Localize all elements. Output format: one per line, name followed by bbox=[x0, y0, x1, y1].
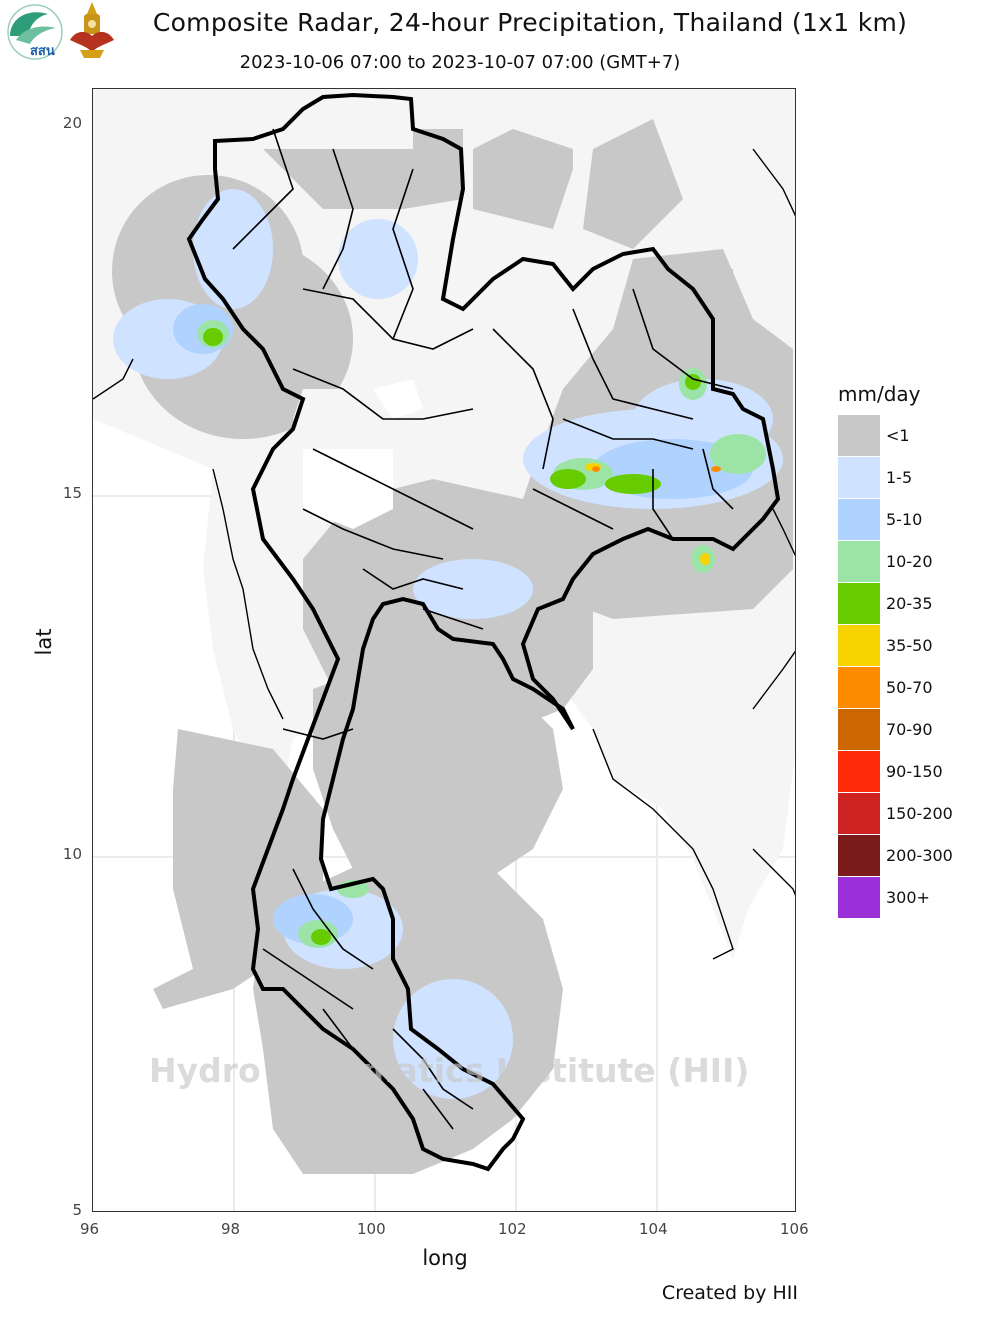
y-tick-15: 15 bbox=[62, 484, 82, 502]
radar-gaps bbox=[293, 379, 423, 529]
hii-logo-text: สสน bbox=[30, 44, 55, 59]
legend-swatch bbox=[838, 540, 880, 582]
legend-item: 200-300 bbox=[838, 834, 953, 876]
legend-item: 5-10 bbox=[838, 498, 922, 540]
legend-label: 90-150 bbox=[886, 761, 943, 781]
y-axis-label: lat bbox=[32, 628, 56, 656]
legend-item: 50-70 bbox=[838, 666, 933, 708]
legend-label: 20-35 bbox=[886, 593, 933, 613]
legend-label: 200-300 bbox=[886, 845, 953, 865]
legend-item: 10-20 bbox=[838, 540, 933, 582]
legend-item: <1 bbox=[838, 414, 910, 456]
legend-label: 5-10 bbox=[886, 509, 923, 529]
legend-title: mm/day bbox=[838, 382, 921, 406]
hii-logo bbox=[4, 2, 66, 66]
legend-swatch bbox=[838, 456, 880, 498]
y-tick-10: 10 bbox=[62, 845, 82, 863]
y-tick-20: 20 bbox=[62, 114, 82, 132]
legend-swatch bbox=[838, 834, 880, 876]
map-panel: Hydro Informatics Institute (HII) bbox=[92, 88, 796, 1212]
radar-map bbox=[93, 89, 795, 1211]
legend-swatch bbox=[838, 414, 880, 456]
x-axis-label: long bbox=[422, 1246, 468, 1270]
x-tick-98: 98 bbox=[221, 1220, 241, 1238]
credit-text: Created by HII bbox=[661, 1282, 798, 1304]
legend-label: <1 bbox=[886, 425, 910, 445]
royal-emblem-icon bbox=[64, 0, 120, 66]
legend-item: 300+ bbox=[838, 876, 930, 918]
chart-subtitle: 2023-10-06 07:00 to 2023-10-07 07:00 (GM… bbox=[239, 52, 681, 73]
x-tick-102: 102 bbox=[498, 1220, 527, 1238]
legend-swatch bbox=[838, 708, 880, 750]
x-tick-104: 104 bbox=[639, 1220, 668, 1238]
legend-swatch bbox=[838, 666, 880, 708]
legend-label: 1-5 bbox=[886, 467, 913, 487]
chart-title: Composite Radar, 24-hour Precipitation, … bbox=[152, 8, 908, 37]
legend-label: 10-20 bbox=[886, 551, 933, 571]
legend-label: 35-50 bbox=[886, 635, 933, 655]
legend-item: 20-35 bbox=[838, 582, 933, 624]
legend-swatch bbox=[838, 750, 880, 792]
legend-label: 50-70 bbox=[886, 677, 933, 697]
legend-item: 1-5 bbox=[838, 456, 912, 498]
legend-swatch bbox=[838, 876, 880, 918]
legend-item: 35-50 bbox=[838, 624, 933, 666]
legend-swatch bbox=[838, 624, 880, 666]
legend-label: 70-90 bbox=[886, 719, 933, 739]
legend-swatch bbox=[838, 498, 880, 540]
legend-swatch bbox=[838, 792, 880, 834]
x-tick-96: 96 bbox=[80, 1220, 100, 1238]
legend-label: 300+ bbox=[886, 887, 930, 907]
legend-item: 70-90 bbox=[838, 708, 933, 750]
legend-item: 90-150 bbox=[838, 750, 943, 792]
x-tick-106: 106 bbox=[780, 1220, 809, 1238]
watermark: Hydro Informatics Institute (HII) bbox=[149, 1051, 750, 1090]
x-tick-100: 100 bbox=[357, 1220, 386, 1238]
legend-item: 150-200 bbox=[838, 792, 953, 834]
y-tick-5: 5 bbox=[72, 1201, 82, 1219]
legend-swatch bbox=[838, 582, 880, 624]
borders bbox=[93, 92, 795, 1172]
legend-label: 150-200 bbox=[886, 803, 953, 823]
